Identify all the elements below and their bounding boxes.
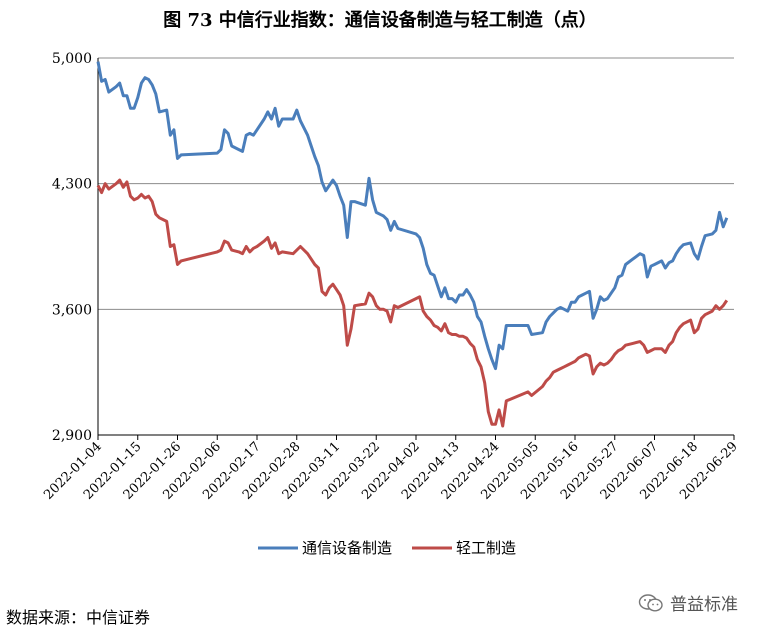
series-line-1 [96, 61, 729, 371]
series-lines [96, 61, 729, 428]
legend: 通信设备制造 轻工制造 [258, 539, 516, 557]
x-tick-labels: 2022-01-042022-01-152022-01-262022-02-06… [41, 439, 741, 503]
axes [97, 58, 735, 440]
source-note: 数据来源：中信证券 [6, 608, 151, 627]
series-line-2 [96, 178, 729, 428]
legend-label-2: 轻工制造 [456, 539, 516, 557]
y-tick-label: 4,300 [52, 177, 92, 193]
watermark-text: 普益标准 [670, 595, 738, 615]
wechat-icon [638, 593, 663, 612]
chart-title: 图 73 中信行业指数：通信设备制造与轻工制造（点） [163, 10, 597, 31]
watermark: 普益标准 [638, 590, 738, 615]
y-tick-label: 2,900 [52, 428, 92, 444]
y-tick-label: 5,000 [52, 51, 92, 67]
y-tick-label: 3,600 [52, 302, 92, 318]
grid-lines [98, 57, 734, 436]
legend-label-1: 通信设备制造 [302, 539, 392, 557]
y-tick-labels: 2,900 3,600 4,300 5,000 [52, 51, 92, 444]
